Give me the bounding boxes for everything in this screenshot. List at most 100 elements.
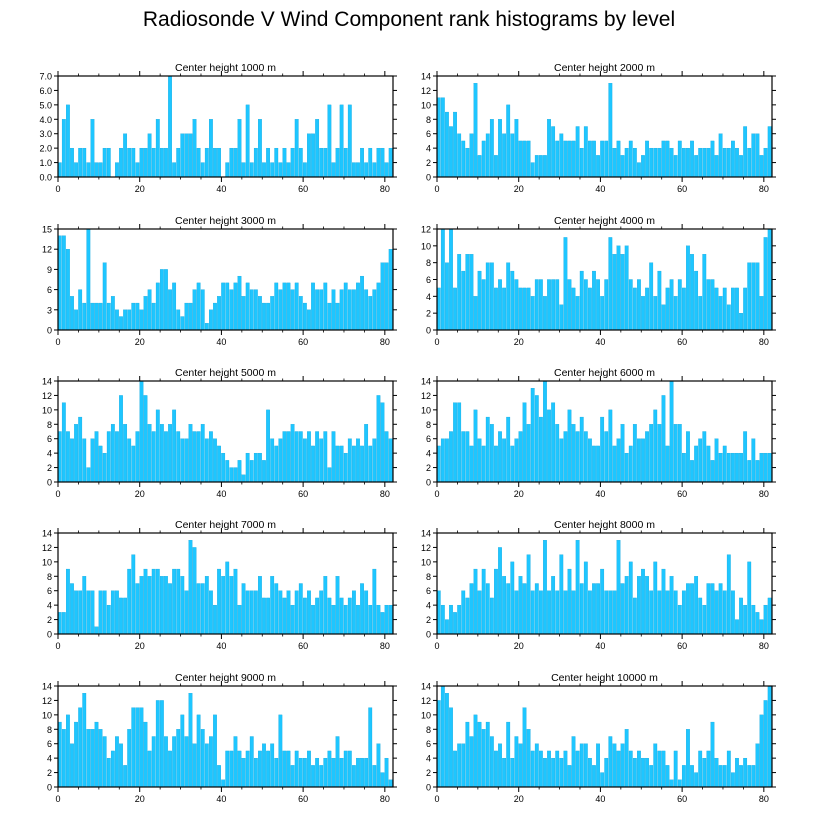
histogram-bar [751, 133, 756, 178]
histogram-bar [735, 452, 739, 483]
histogram-bar [608, 83, 613, 178]
histogram-bar [74, 162, 78, 178]
histogram-bar [347, 438, 352, 483]
histogram-bar [98, 729, 103, 788]
histogram-bar [575, 431, 580, 483]
histogram-bar [339, 757, 344, 788]
histogram-bar [502, 576, 507, 635]
histogram-bar [641, 438, 645, 483]
histogram-bar [258, 750, 262, 788]
y-tick-label: 14 [421, 529, 431, 539]
histogram-bar [298, 583, 303, 635]
histogram-bar [477, 721, 482, 788]
histogram-bar [192, 289, 197, 331]
histogram-bar [302, 597, 307, 635]
histogram-bar [681, 147, 686, 178]
y-tick-label: 12 [421, 696, 431, 706]
histogram-bar [331, 757, 336, 788]
histogram-bar [241, 757, 246, 788]
histogram-bar [579, 583, 584, 635]
histogram-bar [241, 474, 246, 483]
histogram-bar [743, 757, 748, 788]
histogram-bar [123, 424, 128, 483]
y-tick-label: 0 [426, 630, 431, 640]
histogram-bar [449, 126, 453, 178]
histogram-bar [763, 452, 768, 483]
x-tick-label: 20 [135, 794, 145, 804]
plot-frame [57, 685, 394, 788]
histogram-bar [522, 287, 527, 331]
histogram-bar [282, 147, 287, 178]
histogram-bar [115, 162, 119, 178]
histogram-bar [323, 282, 328, 331]
histogram-bar [555, 424, 560, 483]
histogram-bar [343, 750, 348, 788]
y-tick-label: 14 [42, 529, 52, 539]
histogram-bar [327, 750, 332, 788]
histogram-bar [686, 147, 690, 178]
histogram-bar [710, 583, 715, 635]
y-tick-label: 12 [42, 696, 52, 706]
histogram-bar [657, 270, 662, 331]
histogram-bar [669, 279, 674, 331]
histogram-bar [592, 140, 596, 178]
histogram-bar [376, 147, 381, 178]
histogram-bar [714, 287, 719, 331]
histogram-bar [575, 540, 580, 635]
histogram-bar [567, 765, 572, 788]
y-tick-label: 4 [47, 754, 52, 764]
histogram-bar [249, 289, 254, 331]
histogram-bar [115, 431, 119, 483]
histogram-bar [331, 604, 336, 635]
histogram-bar [274, 583, 279, 635]
x-tick-label: 60 [298, 641, 308, 651]
histogram-bar [489, 424, 494, 483]
histogram-bar [534, 395, 539, 483]
histogram-bar [237, 750, 242, 788]
histogram-bar [233, 147, 238, 178]
histogram-bar [694, 270, 699, 331]
y-tick-label: 2 [426, 158, 431, 168]
histogram-bar [302, 438, 307, 483]
y-tick-label: 0 [426, 478, 431, 488]
histogram-bar [188, 693, 193, 788]
x-tick-label: 20 [514, 641, 524, 651]
histogram-bar [327, 597, 332, 635]
histogram-bar [270, 743, 275, 788]
histogram-bar [311, 604, 315, 635]
histogram-bar [184, 133, 189, 178]
histogram-bar [159, 269, 164, 331]
x-tick-label: 60 [677, 489, 687, 499]
histogram-bar [731, 590, 735, 635]
histogram-bar [376, 743, 381, 788]
histogram-bar [311, 765, 315, 788]
histogram-bar [706, 583, 711, 635]
histogram-bar [657, 750, 662, 788]
histogram-bar [567, 568, 572, 635]
histogram-bar [588, 438, 592, 483]
histogram-bar [135, 707, 140, 788]
histogram-bar [102, 590, 107, 635]
histogram-bar [74, 721, 78, 788]
histogram-bar [380, 147, 385, 178]
histogram-bar [66, 249, 70, 331]
histogram-bar [514, 736, 519, 788]
histogram-bar [461, 140, 466, 178]
histogram-bar [290, 147, 295, 178]
histogram-bar [579, 270, 584, 331]
y-tick-label: 10 [42, 405, 52, 415]
histogram-bar [481, 729, 486, 788]
histogram-bar [90, 302, 95, 331]
histogram-bar [465, 147, 470, 178]
histogram-bar [616, 540, 621, 635]
y-tick-label: 3 [47, 305, 52, 315]
y-tick-label: 8 [47, 572, 52, 582]
histogram-bar [164, 576, 168, 635]
histogram-bar [518, 287, 523, 331]
histogram-bar [743, 287, 748, 331]
x-tick-label: 60 [298, 337, 308, 347]
histogram-bar [159, 576, 164, 635]
y-tick-label: 0 [426, 173, 431, 183]
histogram-bar [180, 438, 185, 483]
histogram-bar [139, 309, 144, 331]
